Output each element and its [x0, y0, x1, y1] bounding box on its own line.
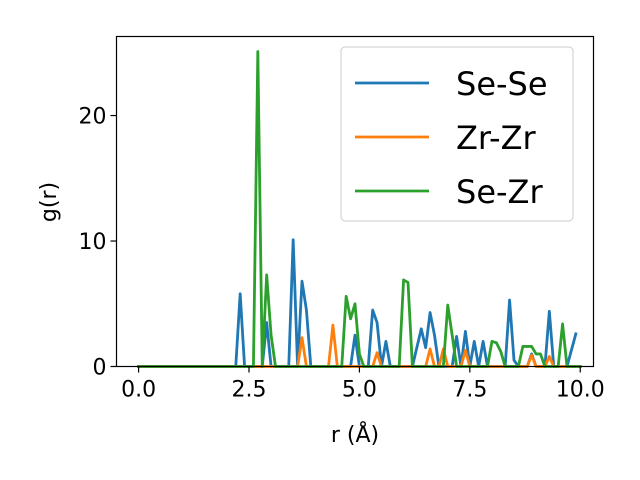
y-axis: 0 10 20 — [79, 105, 117, 381]
legend-label-se-se: Se-Se — [456, 65, 548, 103]
y-tick-label: 20 — [79, 105, 107, 130]
x-axis: 0.0 2.5 5.0 7.5 10.0 — [121, 366, 605, 403]
x-tick-label: 2.5 — [232, 378, 267, 403]
legend: Se-Se Zr-Zr Se-Zr — [340, 46, 574, 222]
legend-frame — [340, 46, 574, 222]
series-line-se-zr — [137, 50, 582, 368]
legend-label-zr-zr: Zr-Zr — [456, 119, 537, 157]
y-tick-label: 0 — [93, 356, 107, 381]
x-tick-label: 5.0 — [342, 378, 377, 403]
x-tick-label: 7.5 — [452, 378, 487, 403]
x-tick-label: 10.0 — [556, 378, 605, 403]
y-axis-label: g(r) — [37, 182, 62, 222]
y-tick-label: 10 — [79, 230, 107, 255]
legend-label-se-zr: Se-Zr — [456, 173, 543, 211]
x-tick-label: 0.0 — [121, 378, 156, 403]
series-line-se-se — [137, 238, 578, 368]
plot-frame — [115, 35, 595, 368]
x-axis-label: r (Å) — [331, 421, 379, 448]
